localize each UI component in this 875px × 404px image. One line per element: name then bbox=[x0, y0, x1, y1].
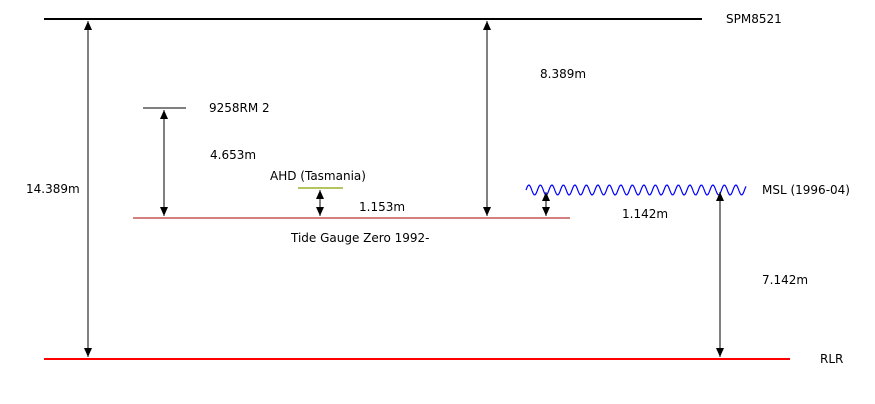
rm2-label: 9258RM 2 bbox=[209, 101, 270, 115]
ahd-to-tgz-measurement: 1.153m bbox=[359, 200, 405, 214]
tide-gauge-zero-label: Tide Gauge Zero 1992- bbox=[290, 231, 429, 245]
msl-label: MSL (1996-04) bbox=[762, 183, 850, 197]
msl-wave-line bbox=[525, 184, 747, 196]
rlr-label: RLR bbox=[820, 352, 843, 366]
msl-to-tgz-measurement: 1.142m bbox=[622, 207, 668, 221]
ahd-label: AHD (Tasmania) bbox=[270, 169, 366, 183]
rm2-to-tgz-measurement: 4.653m bbox=[210, 148, 256, 162]
spm-to-tgz-measurement: 8.389m bbox=[540, 67, 586, 81]
msl-to-rlr-measurement: 7.142m bbox=[762, 273, 808, 287]
spm8521-label: SPM8521 bbox=[726, 12, 782, 26]
spm-to-rlr-measurement: 14.389m bbox=[26, 182, 80, 196]
